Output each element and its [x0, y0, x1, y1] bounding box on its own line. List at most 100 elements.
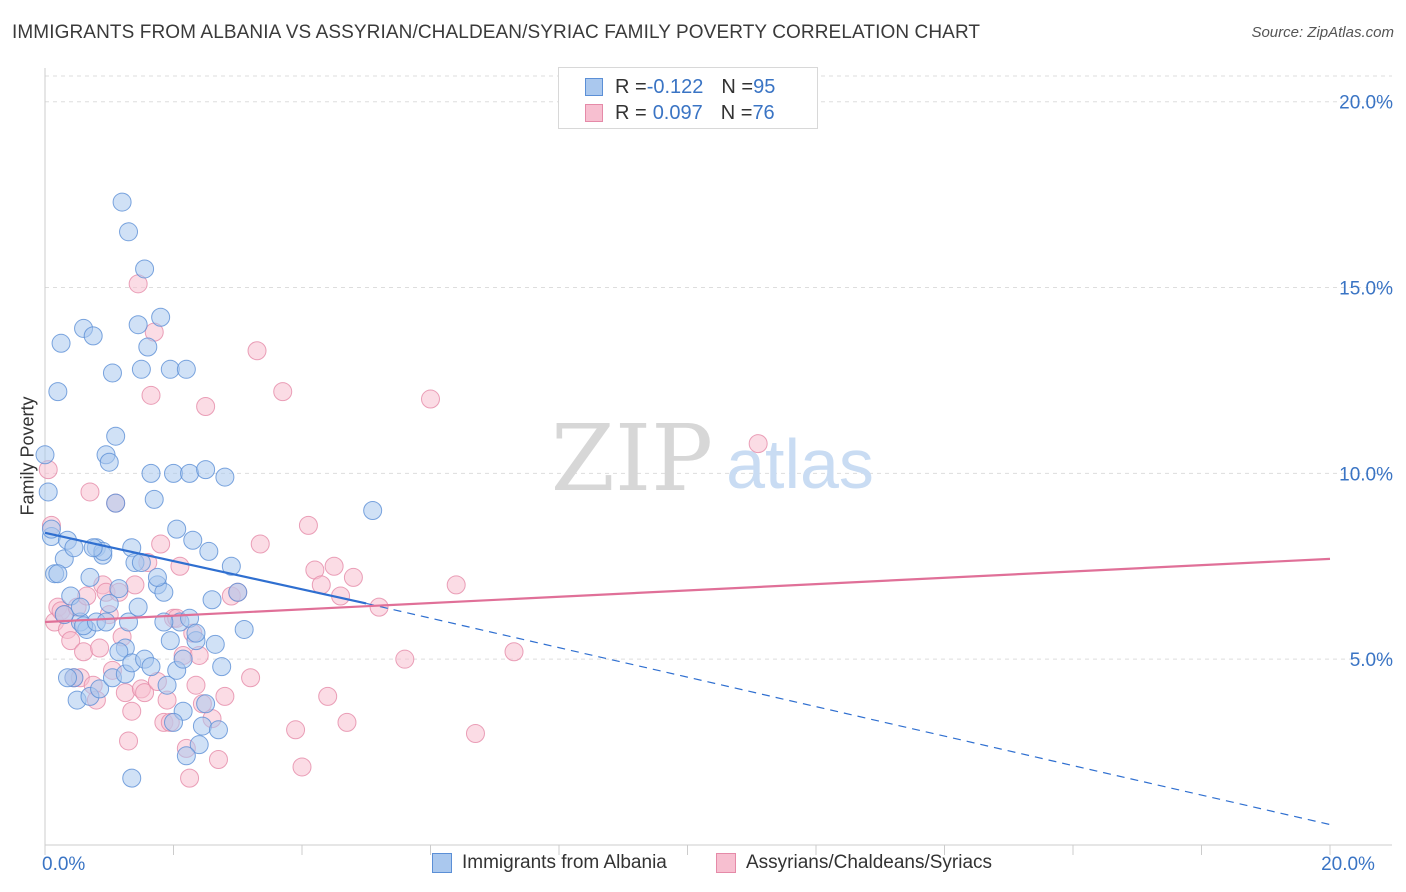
albania-point: [199, 541, 219, 561]
tick-labels: 5.0% 10.0% 15.0% 20.0% 0.0% 20.0%: [42, 93, 1393, 875]
albania-trend-extension: [366, 602, 1331, 826]
albania-point: [154, 612, 174, 632]
assyrians-point: [135, 683, 155, 703]
assyrians-point: [343, 567, 363, 587]
albania-point: [141, 657, 161, 677]
assyrians-point: [748, 434, 768, 454]
albania-point: [202, 590, 222, 610]
legend-item-assyrians[interactable]: Assyrians/Chaldeans/Syriacs: [716, 852, 992, 874]
albania-point: [109, 579, 129, 599]
legend-swatch-pink: [716, 853, 736, 873]
chart-title: IMMIGRANTS FROM ALBANIA VS ASSYRIAN/CHAL…: [12, 22, 981, 43]
assyrians-point: [208, 750, 228, 770]
albania-point: [228, 582, 248, 602]
series-albania-points: [35, 192, 383, 788]
watermark-atlas: atlas: [726, 425, 874, 503]
legend-n-label: N =: [721, 75, 754, 98]
legend-row-albania: R = -0.122 N = 95: [585, 74, 775, 100]
albania-point: [176, 359, 196, 379]
albania-point: [54, 605, 74, 625]
albania-point: [138, 337, 158, 357]
x-tick-label: 20.0%: [1321, 854, 1375, 875]
assyrians-point: [395, 649, 415, 669]
chart-source: Source: ZipAtlas.com: [1251, 24, 1394, 41]
albania-point: [144, 489, 164, 509]
albania-point: [83, 326, 103, 346]
albania-point: [122, 768, 142, 788]
legend-r-label: R =: [615, 101, 647, 124]
albania-point: [102, 363, 122, 383]
assyrians-point: [421, 389, 440, 409]
assyrians-point: [446, 575, 466, 595]
albania-point: [151, 307, 171, 327]
albania-point: [57, 668, 77, 688]
assyrians-point: [61, 631, 81, 651]
albania-point: [173, 649, 193, 669]
albania-point: [164, 712, 183, 732]
albania-point: [48, 564, 68, 584]
albania-point: [128, 315, 148, 335]
axes: [44, 68, 1392, 855]
albania-point: [70, 597, 90, 617]
gridlines: [45, 75, 1392, 660]
albania-point: [196, 694, 216, 714]
albania-point: [106, 493, 126, 513]
albania-point: [51, 333, 71, 353]
legend-n-value: 76: [752, 101, 775, 124]
albania-point: [215, 467, 235, 487]
legend-n-value: 95: [753, 75, 776, 98]
assyrians-point: [215, 686, 235, 706]
series-legend: Immigrants from Albania Assyrians/Chalde…: [0, 850, 1406, 880]
assyrians-point: [196, 396, 216, 416]
albania-point: [48, 382, 68, 402]
albania-point: [183, 530, 203, 550]
assyrians-point: [250, 534, 270, 554]
albania-point: [189, 735, 209, 755]
assyrians-point: [247, 341, 267, 361]
legend-label-albania: Immigrants from Albania: [462, 852, 667, 873]
y-tick-label: 20.0%: [1339, 93, 1393, 114]
assyrians-point: [369, 597, 389, 617]
albania-point: [180, 463, 200, 483]
assyrians-point: [186, 675, 206, 695]
albania-point: [221, 556, 241, 576]
albania-point: [131, 359, 151, 379]
albania-point: [186, 623, 206, 643]
albania-point: [35, 445, 55, 465]
assyrians-point: [504, 642, 524, 662]
assyrians-point: [241, 668, 261, 688]
assyrians-point: [298, 515, 318, 535]
albania-point: [363, 501, 383, 521]
albania-point: [109, 642, 129, 662]
albania-point: [208, 720, 228, 740]
assyrians-point: [74, 642, 94, 662]
albania-point: [38, 482, 58, 502]
albania-point: [135, 259, 155, 279]
assyrians-point: [122, 701, 142, 721]
assyrians-point: [80, 482, 100, 502]
albania-point: [157, 675, 177, 695]
assyrians-point: [337, 712, 357, 732]
assyrians-point: [151, 534, 171, 554]
albania-point: [192, 716, 212, 736]
albania-point: [141, 463, 161, 483]
assyrians-point: [115, 683, 135, 703]
legend-n-label: N =: [720, 101, 753, 124]
assyrians-point: [318, 686, 338, 706]
legend-r-value: 0.097: [652, 101, 703, 124]
y-tick-label: 5.0%: [1350, 650, 1393, 671]
albania-point: [147, 567, 167, 587]
y-tick-label: 15.0%: [1339, 279, 1393, 300]
assyrians-point: [141, 385, 161, 405]
assyrians-point: [465, 724, 485, 744]
albania-point: [106, 426, 126, 446]
legend-item-albania[interactable]: Immigrants from Albania: [432, 852, 667, 874]
albania-point: [234, 619, 254, 639]
assyrians-point: [90, 638, 110, 658]
albania-point: [160, 631, 180, 651]
assyrians-point: [286, 720, 306, 740]
assyrians-point: [324, 556, 344, 576]
albania-point: [119, 222, 139, 242]
legend-swatch-pink: [585, 104, 603, 122]
